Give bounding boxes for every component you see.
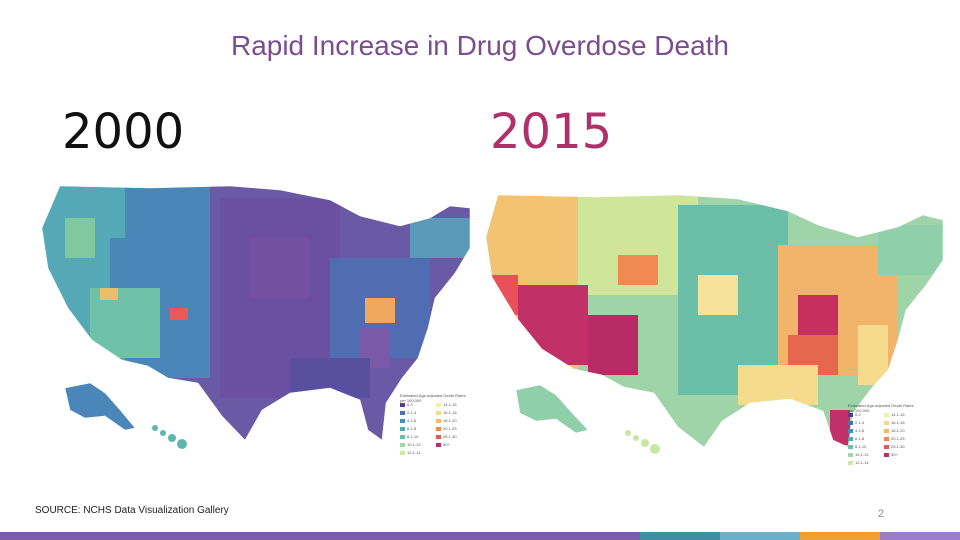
legend-swatch <box>436 435 441 439</box>
legend-label: 6.1-8 <box>855 436 865 441</box>
legend-label: 14.1-16 <box>891 412 905 417</box>
footer-segment <box>720 532 800 540</box>
legend-label: 8.1-10 <box>855 444 867 449</box>
footer-segment <box>800 532 880 540</box>
legend-label: 4.1-6 <box>855 428 865 433</box>
legend-label: 16.1-18 <box>891 420 905 425</box>
legend-label: 6.1-8 <box>407 426 417 431</box>
legend-label: 10.1-12 <box>855 452 869 457</box>
legend-label: 18.1-20 <box>891 428 905 433</box>
legend-label: 2.1-4 <box>855 420 865 425</box>
legend-swatch <box>884 453 889 457</box>
legend-label: 4.1-6 <box>407 418 417 423</box>
legend-swatch <box>884 445 889 449</box>
legend-swatch <box>436 427 441 431</box>
legend-label: 18.1-20 <box>443 418 457 423</box>
footer-segment <box>0 532 640 540</box>
legend-label: 0-2 <box>855 412 861 417</box>
slide-title: Rapid Increase in Drug Overdose Death <box>230 30 730 61</box>
legend-swatch <box>436 443 441 447</box>
legend-swatch <box>884 437 889 441</box>
legend-label: 8.1-10 <box>407 434 419 439</box>
legend-label: 25.1-30 <box>891 444 905 449</box>
legend-label: 12.1-14 <box>407 450 421 455</box>
legend-label: 2.1-4 <box>407 410 417 415</box>
legend-label: 30+ <box>891 452 898 457</box>
legend-label: 30+ <box>443 442 450 447</box>
legend-swatch <box>848 429 853 433</box>
source-note: SOURCE: NCHS Data Visualization Gallery <box>35 505 229 516</box>
map-legend-2000: Estimated Age-adjusted Death Rates per 1… <box>400 393 470 463</box>
legend-label: 16.1-18 <box>443 410 457 415</box>
legend-label: 20.1-25 <box>891 436 905 441</box>
legend-swatch <box>884 429 889 433</box>
legend-swatch <box>436 411 441 415</box>
legend-label: 25.1-30 <box>443 434 457 439</box>
page-number: 2 <box>878 508 885 520</box>
legend-swatch <box>848 453 853 457</box>
legend-label: 10.1-12 <box>407 442 421 447</box>
legend-swatch <box>400 419 405 423</box>
year-label-2015: 2015 <box>490 104 613 160</box>
legend-swatch <box>848 445 853 449</box>
legend-swatch <box>400 411 405 415</box>
legend-swatch <box>400 443 405 447</box>
legend-swatch <box>436 403 441 407</box>
legend-label: 0-2 <box>407 402 413 407</box>
legend-swatch <box>848 413 853 417</box>
us-map-2000 <box>41 185 471 449</box>
footer-segment <box>640 532 720 540</box>
footer-bar <box>0 532 960 540</box>
legend-swatch <box>400 403 405 407</box>
legend-swatch <box>400 435 405 439</box>
legend-label: 12.1-14 <box>855 460 869 465</box>
legend-swatch <box>884 413 889 417</box>
legend-title: Estimated Age-adjusted Death Rates per 1… <box>848 403 914 413</box>
legend-swatch <box>436 419 441 423</box>
footer-segment <box>880 532 960 540</box>
legend-swatch <box>848 461 853 465</box>
legend-swatch <box>884 421 889 425</box>
legend-label: 20.1-25 <box>443 426 457 431</box>
legend-swatch <box>848 437 853 441</box>
year-label-2000: 2000 <box>62 104 185 160</box>
legend-title: Estimated Age-adjusted Death Rates per 1… <box>400 393 466 403</box>
legend-label: 14.1-16 <box>443 402 457 407</box>
us-map-2015 <box>485 194 944 454</box>
legend-swatch <box>400 427 405 431</box>
map-legend-2015: Estimated Age-adjusted Death Rates per 1… <box>848 403 918 483</box>
legend-swatch <box>848 421 853 425</box>
legend-swatch <box>400 451 405 455</box>
